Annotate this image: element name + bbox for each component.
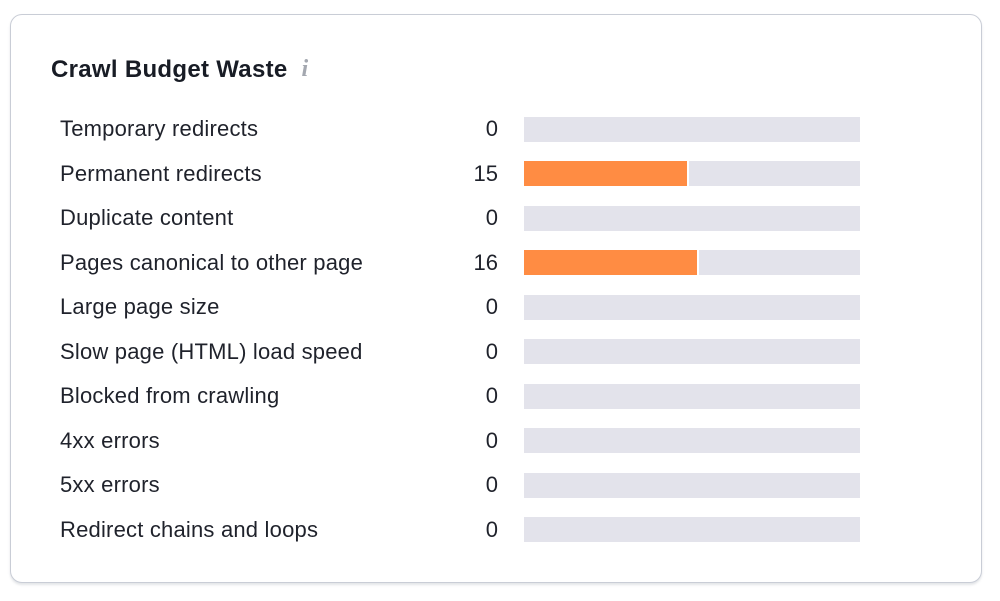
metric-label: Duplicate content (60, 205, 234, 231)
card-title: Crawl Budget Waste (51, 56, 288, 83)
row-left: Temporary redirects 0 (60, 116, 498, 142)
metric-bar-track (524, 161, 860, 187)
metric-value: 0 (485, 516, 498, 542)
metric-label: Slow page (HTML) load speed (60, 338, 363, 364)
row-left: 4xx errors 0 (60, 428, 498, 454)
metric-row: Permanent redirects 15 (60, 152, 860, 197)
metric-bar-fill (524, 161, 687, 187)
row-left: Large page size 0 (60, 294, 498, 320)
metric-value: 0 (485, 116, 498, 142)
metric-bar-track (524, 250, 860, 276)
crawl-budget-waste-card: Crawl Budget Waste i Temporary redirects… (10, 14, 982, 583)
metric-label: Blocked from crawling (60, 383, 280, 409)
metric-label: 5xx errors (60, 472, 160, 498)
metric-row: Duplicate content 0 (60, 196, 860, 241)
metric-rows: Temporary redirects 0 Permanent redirect… (60, 107, 860, 552)
row-left: Duplicate content 0 (60, 205, 498, 231)
metric-bar-track (524, 205, 860, 231)
row-left: Pages canonical to other page 16 (60, 250, 498, 276)
metric-row: 5xx errors 0 (60, 463, 860, 508)
metric-row: Pages canonical to other page 16 (60, 241, 860, 286)
metric-label: Large page size (60, 294, 220, 320)
metric-bar-track (524, 383, 860, 409)
metric-bar-track (524, 116, 860, 142)
metric-row: Temporary redirects 0 (60, 107, 860, 152)
metric-value: 0 (485, 205, 498, 231)
metric-row: Large page size 0 (60, 285, 860, 330)
metric-bar-track (524, 294, 860, 320)
metric-bar-track (524, 517, 860, 543)
metric-label: Permanent redirects (60, 160, 262, 186)
row-left: Blocked from crawling 0 (60, 383, 498, 409)
metric-row: Blocked from crawling 0 (60, 374, 860, 419)
metric-value: 0 (485, 383, 498, 409)
metric-row: 4xx errors 0 (60, 419, 860, 464)
row-left: Permanent redirects 15 (60, 161, 498, 187)
card-header: Crawl Budget Waste i (51, 56, 981, 86)
metric-value: 0 (485, 427, 498, 453)
row-left: 5xx errors 0 (60, 472, 498, 498)
metric-value: 0 (485, 338, 498, 364)
info-icon[interactable]: i (301, 56, 309, 82)
metric-label: Temporary redirects (60, 116, 259, 142)
row-left: Slow page (HTML) load speed 0 (60, 339, 498, 365)
row-left: Redirect chains and loops 0 (60, 517, 498, 543)
metric-bar-fill (524, 250, 698, 276)
metric-bar-track (524, 428, 860, 454)
metric-value: 0 (485, 472, 498, 498)
metric-value: 15 (473, 160, 498, 186)
metric-label: Pages canonical to other page (60, 249, 364, 275)
metric-bar-track (524, 472, 860, 498)
metric-value: 0 (485, 294, 498, 320)
metric-label: 4xx errors (60, 427, 160, 453)
metric-row: Slow page (HTML) load speed 0 (60, 330, 860, 375)
metric-label: Redirect chains and loops (60, 516, 319, 542)
metric-bar-track (524, 339, 860, 365)
metric-row: Redirect chains and loops 0 (60, 508, 860, 553)
metric-value: 16 (473, 249, 498, 275)
